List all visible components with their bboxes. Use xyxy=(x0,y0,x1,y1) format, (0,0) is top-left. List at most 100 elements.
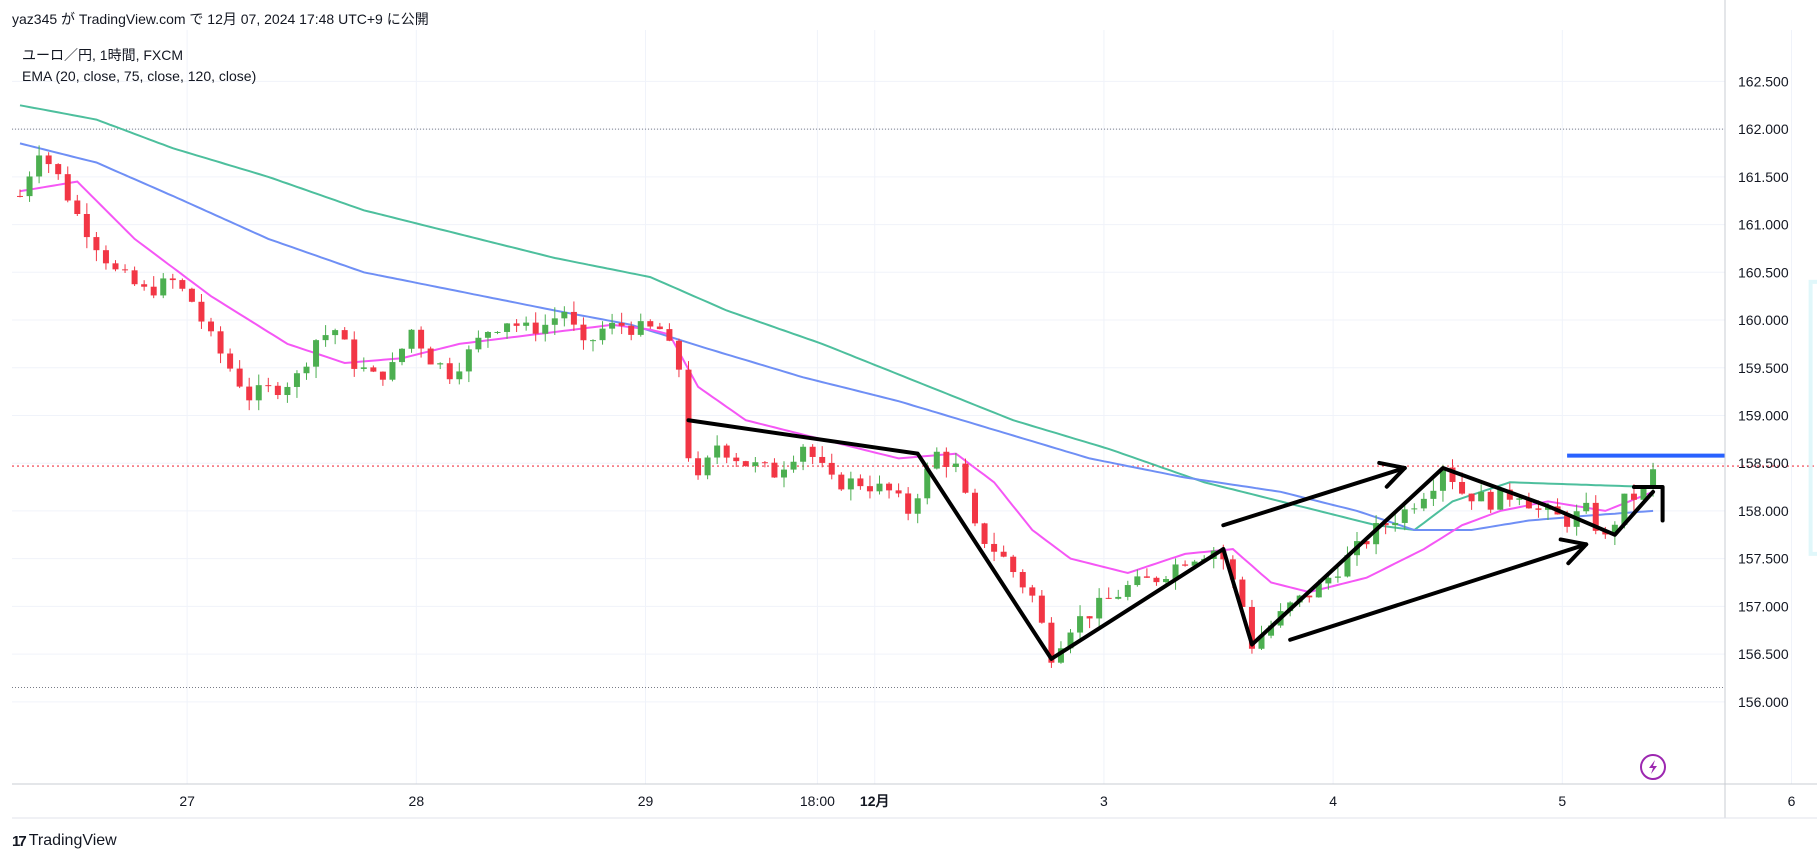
candle-body xyxy=(886,483,893,491)
y-tick-label: 160.000 xyxy=(1738,312,1789,328)
candle-body xyxy=(1048,622,1055,663)
candle-body xyxy=(1640,487,1647,500)
candle-body xyxy=(45,155,52,165)
candle-body xyxy=(1239,579,1246,607)
candle-body xyxy=(800,446,807,462)
candle-body xyxy=(809,446,816,457)
candle-body xyxy=(456,371,463,380)
candle-body xyxy=(236,368,243,387)
target-box xyxy=(1808,279,1817,556)
candle-body xyxy=(991,543,998,552)
candle-body xyxy=(580,324,587,341)
candle-body xyxy=(141,284,148,287)
candle-body xyxy=(1592,502,1599,531)
candle-body xyxy=(389,362,396,380)
candle-body xyxy=(1420,498,1427,509)
candle-body xyxy=(1325,577,1332,584)
candle-body xyxy=(227,353,234,369)
candle-body xyxy=(1182,564,1189,566)
lightning-bolt-icon[interactable] xyxy=(1640,754,1666,780)
candle-body xyxy=(484,331,491,338)
candle-body xyxy=(341,330,348,340)
candle-body xyxy=(1096,597,1103,619)
candle-body xyxy=(1430,490,1437,499)
candle-body xyxy=(723,445,730,458)
candle-body xyxy=(876,483,883,492)
candle-body xyxy=(1516,498,1523,500)
candle-body xyxy=(828,462,835,475)
candle-body xyxy=(819,456,826,463)
candle-body xyxy=(293,373,300,387)
indicator-title[interactable]: EMA (20, close, 75, close, 120, close) xyxy=(22,68,257,84)
candle-body xyxy=(1115,596,1122,599)
chart-legend: ユーロ／円, 1時間, FXCM EMA (20, close, 75, clo… xyxy=(22,45,256,87)
candle-body xyxy=(1057,648,1064,663)
candle-body xyxy=(360,367,367,369)
candle-body xyxy=(666,329,673,341)
candle-body xyxy=(93,237,100,251)
x-tick-label: 6 xyxy=(1788,793,1796,809)
candle-body xyxy=(160,278,167,296)
candle-body xyxy=(408,329,415,349)
candle-body xyxy=(695,458,702,476)
candle-body xyxy=(1487,491,1494,510)
y-tick-label: 161.500 xyxy=(1738,169,1789,185)
candle-body xyxy=(1077,616,1084,633)
candle-body xyxy=(733,457,740,462)
candle-body xyxy=(332,330,339,336)
symbol-title[interactable]: ユーロ／円, 1時間, FXCM xyxy=(22,47,184,63)
candle-body xyxy=(1439,467,1446,491)
candle-body xyxy=(618,322,625,326)
candle-body xyxy=(847,478,854,490)
candle-body xyxy=(1334,576,1341,578)
candle-body xyxy=(26,176,33,197)
candle-body xyxy=(656,326,663,330)
candle-body xyxy=(504,323,511,332)
x-tick-label: 4 xyxy=(1329,793,1337,809)
candle-body xyxy=(790,461,797,470)
candle-body xyxy=(83,213,90,238)
candle-body xyxy=(1506,489,1513,500)
candle-body xyxy=(1315,583,1322,598)
candle-body xyxy=(313,340,320,367)
candle-body xyxy=(1459,481,1466,494)
candle-body xyxy=(542,324,549,334)
candle-body xyxy=(188,288,195,302)
candle-body xyxy=(952,463,959,467)
candle-body xyxy=(351,339,358,369)
candle-body xyxy=(1191,561,1198,566)
candle-body xyxy=(64,174,71,201)
candle-body xyxy=(1611,524,1618,535)
candle-body xyxy=(1401,509,1408,523)
candles xyxy=(17,145,1657,668)
candle-body xyxy=(465,349,472,372)
candle-body xyxy=(427,348,434,365)
y-tick-label: 158.000 xyxy=(1738,503,1789,519)
candle-body xyxy=(255,385,262,401)
candle-body xyxy=(914,498,921,514)
candle-body xyxy=(284,386,291,396)
candle-body xyxy=(1124,585,1131,597)
candle-body xyxy=(637,321,644,335)
candle-body xyxy=(1019,572,1026,588)
candle-body xyxy=(924,468,931,499)
candle-body xyxy=(752,462,759,467)
drawing-annotations xyxy=(686,418,1665,661)
candle-body xyxy=(208,321,214,332)
candle-body xyxy=(943,451,950,467)
candle-body xyxy=(1172,564,1179,579)
candle-body xyxy=(1382,523,1389,526)
candle-body xyxy=(1525,498,1532,509)
arrow-head xyxy=(1377,460,1407,489)
candle-body xyxy=(647,321,654,327)
x-tick-label: 12月 xyxy=(860,793,890,809)
candle-body xyxy=(972,492,978,524)
candle-body xyxy=(1086,616,1093,619)
candle-body xyxy=(513,323,520,326)
candle-body xyxy=(1478,491,1485,502)
x-tick-label: 5 xyxy=(1558,793,1566,809)
candle-body xyxy=(1564,514,1571,527)
candle-body xyxy=(122,269,129,271)
